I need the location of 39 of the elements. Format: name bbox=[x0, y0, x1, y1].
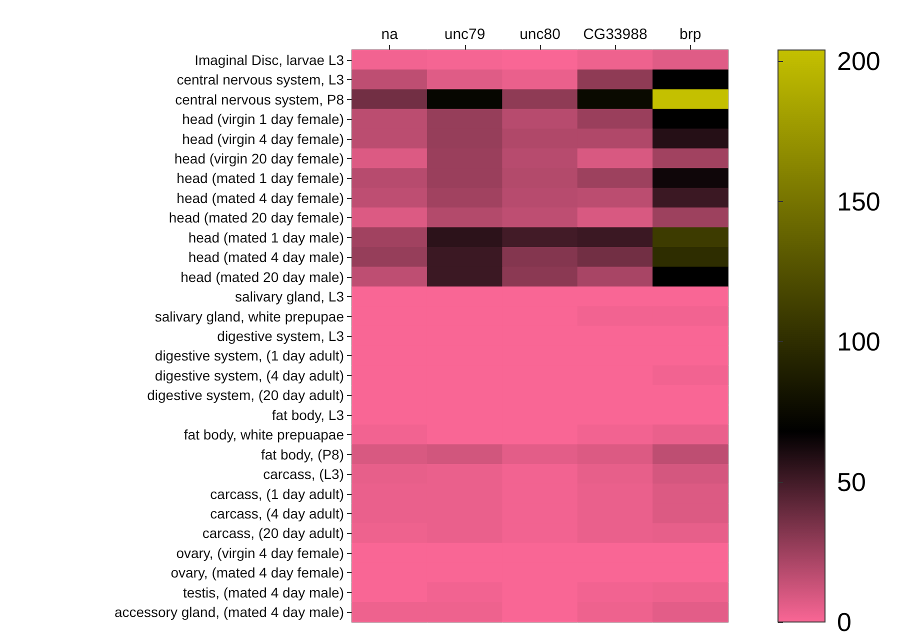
y-tick-label: head (virgin 1 day female) bbox=[182, 111, 344, 128]
color-bar-label: 50 bbox=[837, 466, 866, 497]
x-tick-label: brp bbox=[680, 26, 702, 43]
y-tick-label: ovary, (mated 4 day female) bbox=[170, 564, 344, 581]
y-tick-label: salivary gland, L3 bbox=[235, 288, 344, 305]
y-tick-label: salivary gland, white prepupae bbox=[154, 308, 344, 324]
y-tick-label: digestive system, L3 bbox=[217, 328, 344, 344]
y-tick-label: head (mated 4 day female) bbox=[176, 190, 344, 206]
y-tick-label: carcass, (L3) bbox=[263, 466, 344, 482]
y-tick-label: head (mated 20 day female) bbox=[168, 210, 344, 226]
y-tick-label: carcass, (4 day adult) bbox=[210, 506, 344, 522]
y-tick-label: accessory gland, (mated 4 day male) bbox=[114, 604, 344, 620]
y-tick-label: central nervous system, P8 bbox=[175, 91, 344, 108]
y-tick-label: fat body, L3 bbox=[272, 406, 344, 423]
y-tick-label: ovary, (virgin 4 day female) bbox=[176, 544, 344, 561]
y-tick-label: fat body, (P8) bbox=[260, 446, 344, 462]
y-tick-label: digestive system, (4 day adult) bbox=[154, 367, 344, 384]
y-tick-label: digestive system, (1 day adult) bbox=[154, 348, 344, 364]
y-tick-label: testis, (mated 4 day male) bbox=[182, 584, 344, 600]
y-tick-label: Imaginal Disc, larvae L3 bbox=[194, 52, 344, 68]
y-tick-label: fat body, white prepuapae bbox=[184, 426, 344, 443]
y-tick-label: head (virgin 20 day female) bbox=[174, 150, 344, 166]
y-tick-label: head (mated 4 day male) bbox=[188, 249, 344, 266]
y-tick-label: head (mated 1 day male) bbox=[188, 229, 344, 246]
y-tick-label: carcass, (1 day adult) bbox=[210, 486, 344, 502]
x-tick-label: na bbox=[381, 26, 399, 43]
y-tick-label: head (mated 20 day male) bbox=[180, 268, 344, 285]
color-bar-label: 0 bbox=[837, 607, 852, 635]
color-bar-label: 150 bbox=[837, 186, 880, 216]
x-tick-label: unc79 bbox=[444, 26, 486, 43]
y-tick-label: head (mated 1 day female) bbox=[176, 170, 344, 186]
color-bar-label: 200 bbox=[837, 46, 880, 76]
x-tick-label: CG33988 bbox=[583, 26, 648, 43]
y-tick-label: digestive system, (20 day adult) bbox=[147, 387, 344, 404]
color-bar-label: 100 bbox=[837, 326, 880, 357]
y-tick-label: central nervous system, L3 bbox=[176, 72, 344, 88]
x-tick-label: unc80 bbox=[520, 26, 560, 43]
y-tick-label: head (virgin 4 day female) bbox=[182, 130, 344, 147]
y-tick-label: carcass, (20 day adult) bbox=[202, 525, 344, 542]
